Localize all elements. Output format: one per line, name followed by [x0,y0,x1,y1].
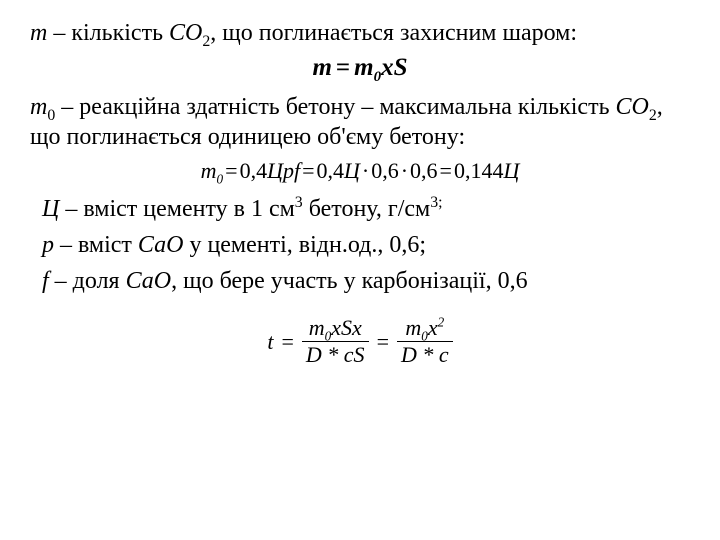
sym-m0-sub: 0 [47,107,55,124]
cao: СаО [126,268,172,294]
eq-sign: = [438,158,454,183]
eq-f: 0,144 [454,158,504,183]
text: кількість [71,20,169,46]
eq-sign: = [300,158,316,183]
dot: · [360,158,371,183]
eq-c: 0,4 [316,158,344,183]
sup: 3 [295,194,303,211]
eq-lhs: t [267,329,273,355]
sym-f: f [42,268,49,294]
eq-e: 0,6 [410,158,438,183]
eq-d: 0,6 [371,158,399,183]
text: бетону, г/см [303,196,431,222]
den: D * c [397,343,453,367]
dash: – [61,94,73,120]
fraction-1: m0xSx D * cS [302,316,369,367]
eq-rhs2: xS [381,54,407,81]
eq-b: 0,4 [240,158,268,183]
para-f: f – доля СаО, що бере участь у карбоніза… [30,266,690,296]
dash: – [53,20,65,46]
text: реакційна здатність бетону – максимальна… [79,94,615,120]
sup: 3; [430,194,442,211]
text: доля [73,268,126,294]
eq-c-it: Ц [344,158,360,183]
para-m0-def: m0 – реакційна здатність бетону – максим… [30,92,690,152]
page-root: m – кількість СО2, що поглинається захис… [0,0,720,540]
para-cement: Ц – вміст цементу в 1 см3 бетону, г/см3; [30,194,690,224]
dash: – [65,196,77,222]
text: вміст цементу в 1 см [83,196,294,222]
eq-sign: = [279,329,295,355]
equation-m0: m0=0,4Цpf=0,4Ц·0,6·0,6=0,144Ц [30,158,690,184]
eq-sign: = [223,158,239,183]
fraction-2: m0x2 D * c [397,316,453,367]
equation-t: t = m0xSx D * cS = m0x2 D * c [30,302,690,367]
co2-sub: 2 [649,107,657,124]
sym-m: m [30,20,47,46]
den: D * cS [302,343,369,367]
eq-rhs1: m [354,54,373,81]
para-p: р – вміст СаО у цементі, відн.од., 0,6; [30,230,690,260]
eq-f-it: Ц [503,158,519,183]
text: у цементі, відн.од., 0,6; [183,232,426,258]
sym-caps-c: Ц [42,196,59,222]
num-b: x [428,315,438,340]
eq-sign: = [375,329,391,355]
eq-sign: = [332,54,354,81]
dash: – [60,232,72,258]
eq-rhs1-sub: 0 [374,69,382,85]
num-b-sup: 2 [438,315,445,330]
text: , що поглинається захисним шаром: [210,20,577,46]
text: , що бере участь у карбонізації, 0,6 [171,268,527,294]
cao: СаО [138,232,184,258]
text: вміст [78,232,138,258]
dash: – [55,268,67,294]
num-a: m [405,315,421,340]
equation-m: m=m0xS [30,54,690,82]
num-a: m [309,315,325,340]
eq-lhs: m [312,54,331,81]
dot: · [399,158,410,183]
num-b: xSx [331,315,362,340]
eq-b-it: Цpf [267,158,300,183]
eq-a: m [201,158,217,183]
co2: СО [616,94,649,120]
para-m-def: m – кількість СО2, що поглинається захис… [30,18,690,48]
sym-m0: m [30,94,47,120]
co2: СО [169,20,202,46]
sym-p: р [42,232,54,258]
